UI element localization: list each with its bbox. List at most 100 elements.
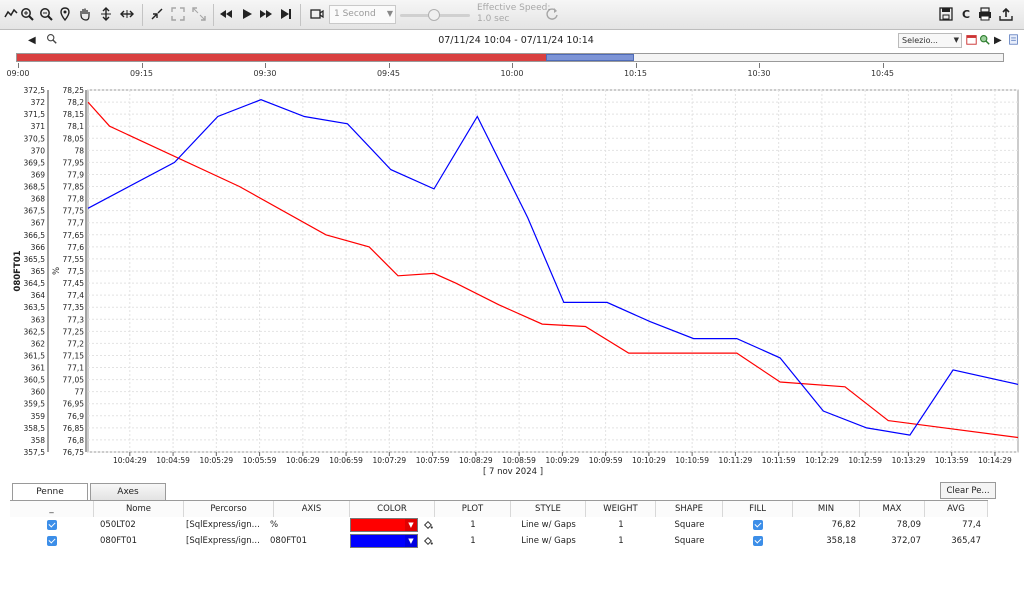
pen-fill-checkbox[interactable]: [753, 536, 763, 546]
pen-style: Line w/ Gaps: [521, 536, 576, 546]
overview-tick-label: 09:00: [6, 69, 30, 78]
header-cell[interactable]: _: [10, 501, 94, 517]
header-cell[interactable]: Nome: [94, 501, 184, 517]
y-tick-label-percent: 77,25: [63, 327, 85, 336]
chevron-down-icon: ▼: [405, 519, 417, 531]
pen-weight: 1: [618, 536, 624, 546]
zoom-out-icon[interactable]: [37, 5, 55, 23]
y-tick-label-080ft01: 359: [31, 412, 46, 421]
calendar-icon[interactable]: [966, 34, 977, 48]
overview-bar[interactable]: [16, 53, 1004, 62]
pin-icon[interactable]: [56, 5, 74, 23]
paint-bucket-icon[interactable]: [423, 520, 433, 533]
y-tick-label-percent: 76,8: [67, 436, 84, 445]
speed-slider[interactable]: [400, 9, 470, 21]
range-text: 07/11/24 10:04 - 07/11/24 10:14: [438, 35, 594, 46]
speed-slider-knob[interactable]: [428, 9, 440, 21]
overview-tick-label: 10:00: [500, 69, 524, 78]
header-cell[interactable]: AXIS: [274, 501, 350, 517]
x-axis-title: [ 7 nov 2024 ]: [483, 467, 543, 477]
zoom-in-icon[interactable]: [18, 5, 36, 23]
pen-visible-checkbox[interactable]: [47, 520, 57, 530]
rewind-icon[interactable]: [217, 5, 235, 23]
letter-c-button[interactable]: C: [957, 5, 975, 23]
header-cell[interactable]: STYLE: [511, 501, 586, 517]
y-tick-label-percent: 77,55: [63, 255, 85, 264]
chevron-right-icon[interactable]: ▶: [994, 35, 1002, 46]
overview-tick-label: 09:15: [129, 69, 154, 78]
table-row[interactable]: 080FT01 [SqlExpress/ign... 080FT01 ▼ 1 L…: [10, 533, 988, 549]
header-cell[interactable]: AVG: [925, 501, 988, 517]
y-tick-label-080ft01: 371: [31, 122, 46, 131]
pen-fill-checkbox[interactable]: [753, 520, 763, 530]
header-cell[interactable]: WEIGHT: [586, 501, 656, 517]
table-row[interactable]: 050LT02 [SqlExpress/ign... % ▼ 1 Line w/…: [10, 517, 988, 533]
y-axis-title-percent: %: [52, 267, 62, 275]
header-cell[interactable]: FILL: [723, 501, 793, 517]
x-tick-label: 10:08:59: [502, 456, 536, 465]
y-tick-label-080ft01: 357,5: [24, 448, 46, 457]
fast-forward-icon[interactable]: [257, 5, 275, 23]
refresh-icon[interactable]: [543, 5, 561, 23]
selection-dropdown[interactable]: Selezio... ▼: [898, 33, 962, 48]
pen-color-swatch[interactable]: ▼: [350, 534, 418, 548]
pen-visible-checkbox[interactable]: [47, 536, 57, 546]
y-tick-label-080ft01: 360,5: [24, 376, 46, 385]
letter-c-label: C: [961, 7, 971, 21]
header-cell[interactable]: COLOR: [350, 501, 435, 517]
pen-color-swatch[interactable]: ▼: [350, 518, 418, 532]
play-icon[interactable]: [238, 5, 256, 23]
x-tick-label: 10:12:59: [848, 456, 882, 465]
pen-min: 358,18: [826, 536, 856, 546]
pen-plot: 1: [470, 536, 476, 546]
zoom-icon[interactable]: [979, 34, 990, 48]
overview-selection[interactable]: [546, 54, 635, 61]
x-tick-label: 10:05:59: [243, 456, 277, 465]
print-icon[interactable]: [976, 5, 994, 23]
y-tick-label-080ft01: 363: [31, 315, 46, 324]
upload-icon[interactable]: [997, 5, 1015, 23]
y-tick-label-080ft01: 368: [31, 195, 46, 204]
speed-select-value: 1 Second: [334, 9, 376, 19]
y-tick-label-080ft01: 360: [31, 388, 46, 397]
save-icon[interactable]: [937, 5, 955, 23]
y-tick-label-percent: 76,85: [63, 424, 85, 433]
speed-select[interactable]: 1 Second ▼: [329, 5, 396, 24]
y-tick-label-percent: 78,05: [63, 134, 85, 143]
y-tick-label-080ft01: 372: [31, 98, 46, 107]
clear-pens-button[interactable]: Clear Pe...: [940, 482, 996, 499]
pen-avg: 365,47: [951, 536, 981, 546]
pen-weight: 1: [618, 520, 624, 530]
y-tick-label-percent: 76,95: [63, 400, 85, 409]
overview-tick-mark: [635, 63, 637, 68]
trend-icon[interactable]: [2, 5, 20, 23]
pen-style: Line w/ Gaps: [521, 520, 576, 530]
x-tick-label: 10:13:29: [892, 456, 926, 465]
search-icon[interactable]: [46, 33, 57, 47]
x-tick-label: 10:07:59: [416, 456, 450, 465]
document-icon[interactable]: [1008, 33, 1019, 49]
header-cell[interactable]: MIN: [793, 501, 860, 517]
header-cell[interactable]: SHAPE: [656, 501, 723, 517]
expand-icon[interactable]: [169, 5, 187, 23]
header-cell[interactable]: Percorso: [184, 501, 274, 517]
tab-pens[interactable]: Penne: [12, 483, 88, 500]
trend-chart[interactable]: 357,5 358 358,5 359 359,5 360 360,5 361 361,5 362…: [0, 80, 1024, 480]
y-tick-label-percent: 77,95: [63, 158, 85, 167]
fullscreen-icon[interactable]: [190, 5, 208, 23]
y-tick-label-percent: 76,9: [67, 412, 84, 421]
camera-icon[interactable]: [308, 5, 326, 23]
collapse-icon[interactable]: [148, 5, 166, 23]
series-line-080ft01[interactable]: [87, 99, 1019, 436]
hand-icon[interactable]: [76, 5, 94, 23]
chevron-left-icon[interactable]: ◀: [28, 35, 36, 46]
header-cell[interactable]: MAX: [860, 501, 925, 517]
y-tick-label-080ft01: 367,5: [24, 207, 46, 216]
horizontal-arrows-icon[interactable]: [118, 5, 136, 23]
tab-axes[interactable]: Axes: [90, 483, 166, 500]
header-cell[interactable]: PLOT: [435, 501, 511, 517]
chevron-down-icon: ▼: [386, 9, 393, 18]
vertical-arrows-icon[interactable]: [97, 5, 115, 23]
skip-end-icon[interactable]: [277, 5, 295, 23]
paint-bucket-icon[interactable]: [423, 536, 433, 549]
